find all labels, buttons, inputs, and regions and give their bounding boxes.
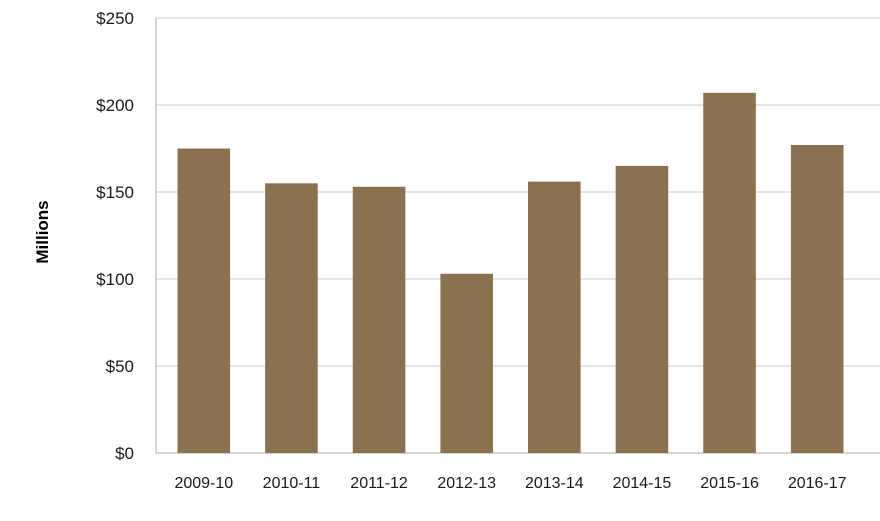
x-tick-label: 2016-17	[788, 475, 847, 492]
gridlines	[155, 17, 880, 454]
y-tick-label: $250	[96, 9, 134, 28]
x-tick-labels: 2009-10 2010-11 2011-12 2012-13 2013-14 2014-…	[174, 475, 846, 492]
bar-2011-12	[352, 186, 406, 453]
bar-2009-10	[177, 148, 231, 453]
bars	[177, 92, 844, 454]
bar-2015-16	[703, 92, 756, 453]
x-tick-label: 2012-13	[437, 475, 496, 492]
bar-2010-11	[265, 183, 318, 454]
x-tick-label: 2014-15	[613, 475, 672, 492]
y-tick-label: $100	[96, 270, 134, 289]
bar-2016-17	[790, 145, 844, 453]
bar-2014-15	[615, 165, 669, 453]
bar-2013-14	[528, 181, 581, 453]
y-tick-label: $150	[96, 183, 134, 202]
x-tick-label: 2010-11	[263, 475, 321, 492]
x-tick-label: 2009-10	[174, 475, 233, 492]
y-tick-label: $50	[106, 357, 134, 376]
y-tick-labels: $0 $50 $100 $150 $200 $250	[96, 9, 134, 463]
y-tick-label: $200	[96, 96, 134, 115]
x-tick-label: 2015-16	[700, 475, 759, 492]
x-tick-label: 2011-12	[350, 475, 408, 492]
x-tick-label: 2013-14	[525, 475, 584, 492]
y-axis-title: Millions	[33, 200, 52, 263]
y-tick-label: $0	[115, 444, 134, 463]
bar-2012-13	[440, 273, 493, 453]
